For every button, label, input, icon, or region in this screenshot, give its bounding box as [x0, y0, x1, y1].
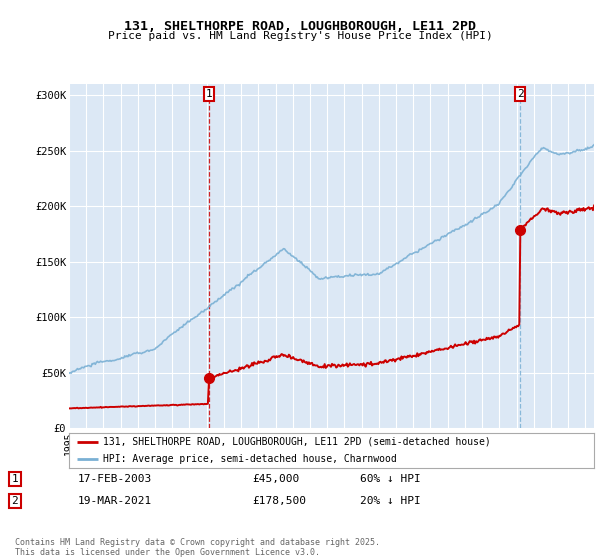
Text: HPI: Average price, semi-detached house, Charnwood: HPI: Average price, semi-detached house,… [103, 454, 397, 464]
Text: 131, SHELTHORPE ROAD, LOUGHBOROUGH, LE11 2PD: 131, SHELTHORPE ROAD, LOUGHBOROUGH, LE11… [124, 20, 476, 32]
Text: £178,500: £178,500 [252, 496, 306, 506]
Text: 1: 1 [11, 474, 19, 484]
Text: 2: 2 [11, 496, 19, 506]
Text: 17-FEB-2003: 17-FEB-2003 [78, 474, 152, 484]
Text: £45,000: £45,000 [252, 474, 299, 484]
Text: 131, SHELTHORPE ROAD, LOUGHBOROUGH, LE11 2PD (semi-detached house): 131, SHELTHORPE ROAD, LOUGHBOROUGH, LE11… [103, 437, 491, 446]
Text: 1: 1 [205, 89, 212, 99]
Text: 60% ↓ HPI: 60% ↓ HPI [360, 474, 421, 484]
Text: 19-MAR-2021: 19-MAR-2021 [78, 496, 152, 506]
Text: Contains HM Land Registry data © Crown copyright and database right 2025.
This d: Contains HM Land Registry data © Crown c… [15, 538, 380, 557]
Text: 2: 2 [517, 89, 524, 99]
Text: Price paid vs. HM Land Registry's House Price Index (HPI): Price paid vs. HM Land Registry's House … [107, 31, 493, 41]
Text: 20% ↓ HPI: 20% ↓ HPI [360, 496, 421, 506]
